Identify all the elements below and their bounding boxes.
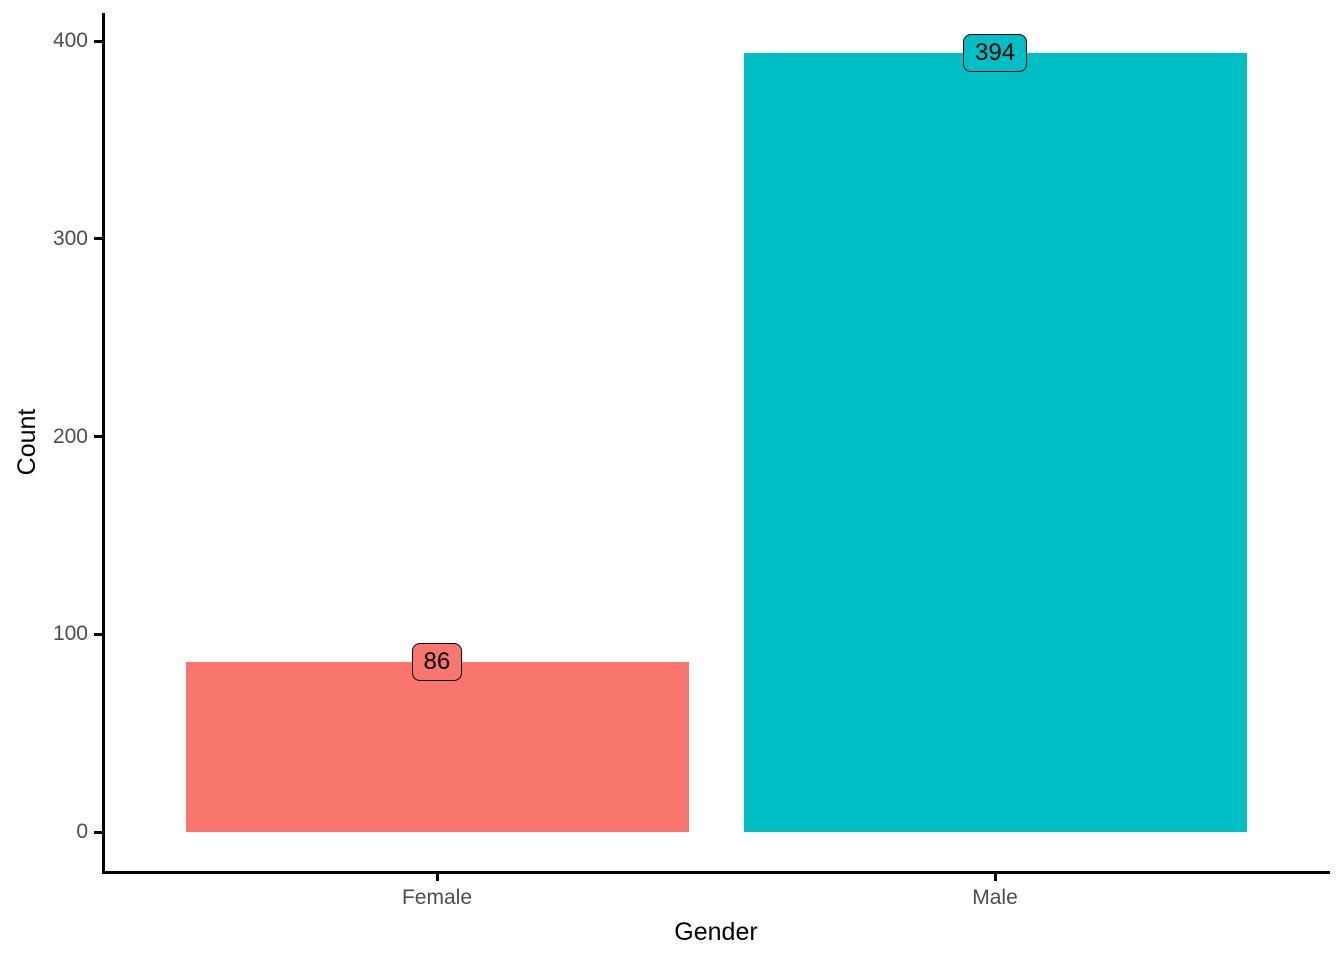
y-tick-label: 400 — [52, 29, 88, 52]
y-tick-mark — [94, 39, 102, 43]
y-tick-label: 0 — [76, 820, 88, 843]
bar-male — [743, 52, 1247, 832]
y-tick-mark — [94, 237, 102, 241]
x-tick-mark — [993, 874, 997, 881]
y-tick-label: 200 — [52, 424, 88, 448]
y-tick-label: 100 — [52, 622, 88, 646]
y-axis-title: Count — [13, 408, 41, 476]
x-axis-title: Gender — [674, 918, 758, 946]
x-tick-label-female: Female — [401, 886, 473, 909]
y-axis-line — [102, 13, 105, 874]
y-tick-label: 300 — [52, 226, 88, 250]
x-tick-label-male: Male — [972, 886, 1018, 909]
y-tick-mark — [94, 632, 102, 636]
bar-female — [185, 661, 689, 832]
x-axis-line — [102, 871, 1330, 874]
y-tick-mark — [94, 435, 102, 438]
value-label-male: 394 — [963, 33, 1028, 72]
value-label-female: 86 — [411, 642, 463, 681]
y-tick-mark — [94, 830, 102, 834]
x-tick-mark — [435, 874, 439, 881]
